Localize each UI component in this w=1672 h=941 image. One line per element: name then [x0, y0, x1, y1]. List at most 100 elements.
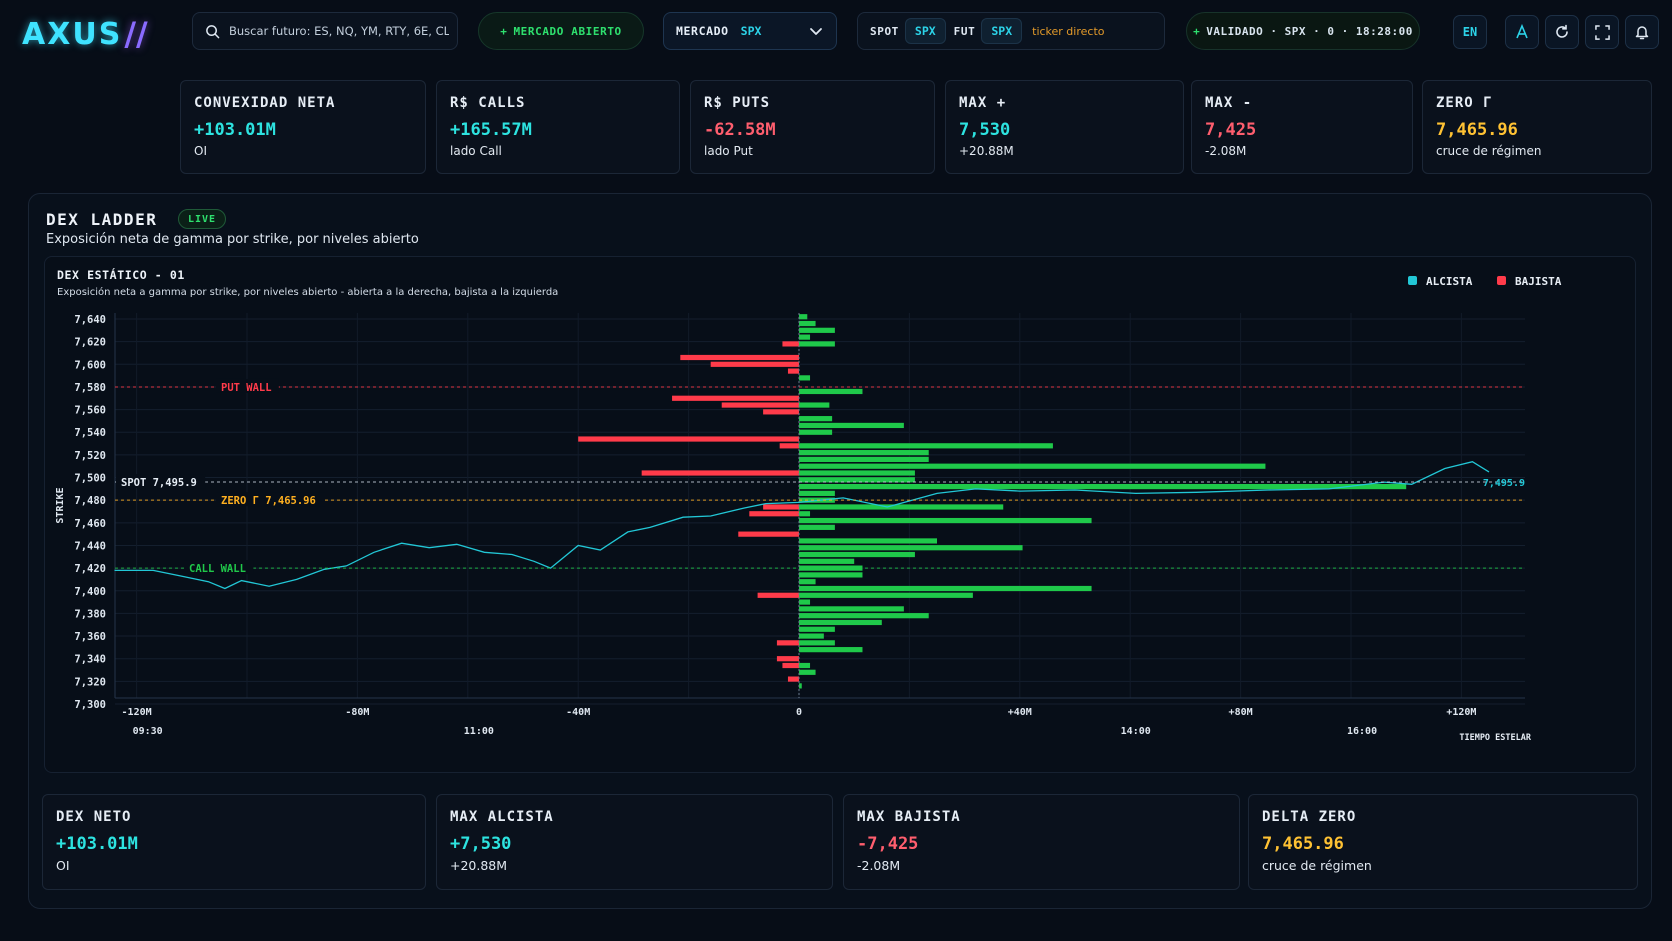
spot-label: SPOT — [870, 24, 899, 38]
stat-title: DELTA ZERO — [1262, 809, 1357, 825]
y-tick-label: 7,440 — [74, 540, 106, 552]
time-tick-label: 16:00 — [1347, 726, 1377, 737]
zero-gamma-label-bg — [216, 492, 325, 507]
stat-sub: +20.88M — [450, 858, 508, 873]
stat-sub: OI — [56, 858, 70, 873]
bar-bearish — [787, 368, 799, 374]
dex-chart-container: DEX ESTÁTICO - 01 Exposición neta a gamma… — [44, 256, 1636, 773]
spot-label-bg — [116, 474, 206, 489]
bar-bearish — [672, 395, 799, 401]
bar-bearish — [738, 531, 799, 537]
y-tick-label: 7,340 — [74, 654, 106, 666]
bar-bullish — [799, 538, 937, 544]
bottom-card-dex-net: DEX NETO +103.01M OI — [42, 794, 426, 890]
bar-bullish — [799, 613, 929, 619]
stat-sub: lado Put — [704, 144, 753, 158]
bar-bullish — [799, 592, 973, 598]
stat-value: +103.01M — [194, 120, 276, 140]
top-bar: AXUS // + MERCADO ABIERTO MERCADO SPX SP… — [0, 0, 1672, 64]
y-axis-label: STRIKE — [55, 487, 66, 523]
search-input[interactable] — [229, 24, 449, 38]
bell-icon — [1635, 26, 1649, 40]
y-tick-label: 7,500 — [74, 473, 106, 485]
x-tick-label: 0 — [796, 707, 802, 718]
bar-bullish — [799, 388, 863, 395]
bottom-card-max-bullish: MAX ALCISTA +7,530 +20.88M — [436, 794, 833, 890]
stat-value: 7,465.96 — [1436, 120, 1518, 140]
stat-card-puts: R$ PUTS -62.58M lado Put — [690, 80, 935, 174]
market-status-badge: + MERCADO ABIERTO — [478, 12, 644, 50]
bar-bullish — [799, 606, 904, 612]
validation-status-badge: + VALIDADO · SPX · 0 · 18:28:00 — [1186, 12, 1420, 50]
brand-logo[interactable]: AXUS // — [22, 14, 148, 54]
fullscreen-icon — [1594, 24, 1610, 40]
bottom-card-max-bearish: MAX BAJISTA -7,425 -2.08M — [843, 794, 1240, 890]
y-tick-label: 7,360 — [74, 631, 106, 643]
stat-sub: lado Call — [450, 144, 502, 158]
y-tick-label: 7,300 — [74, 699, 106, 711]
bar-bullish — [799, 647, 863, 653]
call-wall-label: CALL WALL — [189, 563, 246, 575]
time-tick-label: 09:30 — [133, 726, 163, 737]
bar-bullish — [799, 477, 915, 483]
validated-text: VALIDADO · SPX · 0 · 18:28:00 — [1206, 24, 1413, 38]
language-button[interactable]: EN — [1453, 15, 1487, 49]
spot-end-label: 7,495.9 — [1483, 478, 1525, 489]
bar-bullish — [799, 327, 835, 333]
panel-subtitle: Exposición neta de gamma por strike, por… — [46, 232, 419, 247]
bar-bullish — [799, 551, 915, 558]
bar-bearish — [721, 402, 799, 408]
x-tick-label: -40M — [566, 707, 590, 718]
stat-value: +7,530 — [450, 834, 512, 854]
stat-value: 7,425 — [1205, 120, 1257, 140]
notifications-button[interactable] — [1625, 15, 1659, 49]
stat-title: R$ PUTS — [704, 95, 771, 111]
stat-title: MAX BAJISTA — [857, 809, 961, 825]
time-tick-label: 11:00 — [464, 726, 494, 737]
fullscreen-button[interactable] — [1585, 15, 1619, 49]
bar-bullish — [799, 662, 811, 669]
refresh-button[interactable] — [1545, 15, 1579, 49]
stat-value: +165.57M — [450, 120, 532, 140]
bar-bearish — [763, 504, 799, 510]
stat-value: +103.01M — [56, 834, 138, 854]
market-status-icon: + — [500, 24, 508, 38]
brand-slash: // — [124, 15, 148, 53]
dex-chart[interactable]: DEX ESTÁTICO - 01 Exposición neta a gamma… — [45, 257, 1635, 772]
ticker-direct-link[interactable]: ticker directo — [1032, 24, 1105, 38]
y-tick-label: 7,560 — [74, 405, 106, 417]
validated-icon: + — [1193, 24, 1201, 38]
stat-title: DEX NETO — [56, 809, 132, 825]
bar-bearish — [782, 341, 799, 347]
stat-value: -7,425 — [857, 834, 919, 854]
spot-label: SPOT 7,495.9 — [121, 477, 197, 489]
zero-gamma-label: ZERO Γ 7,465.96 — [221, 495, 316, 507]
bar-bearish — [779, 443, 799, 449]
bar-bullish — [799, 579, 816, 585]
language-label: EN — [1462, 25, 1478, 39]
bar-bearish — [763, 409, 799, 415]
bar-bearish — [710, 361, 799, 367]
x-tick-label: +40M — [1008, 707, 1032, 718]
market-select-label: MERCADO — [676, 24, 729, 38]
stat-title: R$ CALLS — [450, 95, 526, 111]
chevron-down-icon — [810, 28, 822, 35]
font-button[interactable] — [1505, 15, 1539, 49]
y-tick-label: 7,380 — [74, 608, 106, 620]
bar-bullish — [799, 669, 816, 675]
stat-card-max-minus: MAX - 7,425 -2.08M — [1191, 80, 1413, 174]
y-tick-label: 7,420 — [74, 563, 106, 575]
time-tick-label: 14:00 — [1121, 726, 1151, 737]
bar-bullish — [799, 558, 855, 564]
bar-bullish — [799, 626, 835, 632]
spot-symbol-chip[interactable]: SPX — [904, 18, 946, 44]
search-box[interactable] — [192, 12, 458, 50]
stat-title: CONVEXIDAD NETA — [194, 95, 336, 111]
fut-symbol-chip[interactable]: SPX — [981, 18, 1023, 44]
stat-title: MAX ALCISTA — [450, 809, 554, 825]
bar-bullish — [799, 402, 830, 408]
legend-swatch-bajista — [1497, 276, 1506, 285]
bar-bullish — [799, 429, 833, 435]
y-tick-label: 7,480 — [74, 495, 106, 507]
market-select[interactable]: MERCADO SPX — [663, 12, 837, 50]
